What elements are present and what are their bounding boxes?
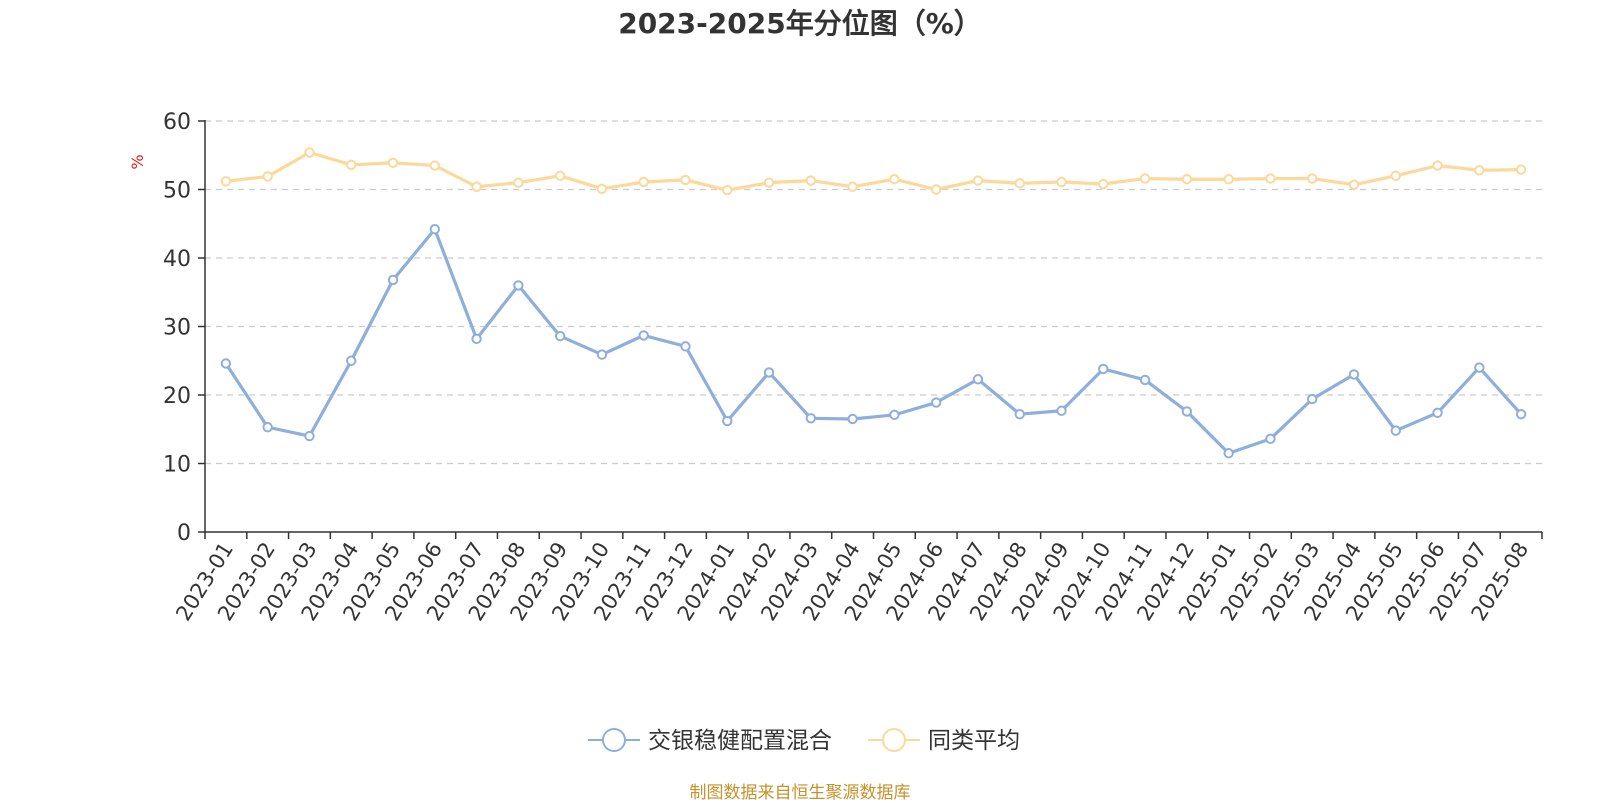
data-point[interactable] [763, 177, 775, 188]
grid-lines [205, 120, 1542, 465]
data-point[interactable] [1223, 174, 1234, 185]
axes [198, 120, 1543, 539]
data-point[interactable] [596, 183, 608, 195]
data-point[interactable] [930, 397, 942, 408]
data-point[interactable] [1014, 408, 1025, 420]
data-point[interactable] [1307, 393, 1318, 405]
data-point[interactable] [1432, 407, 1443, 419]
data-point[interactable] [429, 224, 440, 235]
data-point[interactable] [1014, 178, 1025, 189]
data-point[interactable] [429, 160, 440, 171]
data-point[interactable] [1515, 408, 1527, 420]
y-tick-labels: 0 10 20 30 40 50 60 [163, 110, 191, 546]
data-point[interactable] [471, 333, 482, 345]
data-point[interactable] [1265, 173, 1276, 184]
y-tick-label: 40 [163, 247, 191, 272]
data-point[interactable] [1139, 173, 1151, 184]
data-point[interactable] [387, 274, 399, 286]
data-point[interactable] [972, 374, 984, 385]
data-point[interactable] [1390, 170, 1401, 182]
data-point[interactable] [1474, 165, 1485, 176]
source-note: 制图数据来自恒生聚源数据库 [689, 783, 911, 803]
data-point[interactable] [262, 421, 273, 433]
data-point[interactable] [889, 409, 900, 421]
data-point[interactable] [638, 176, 649, 188]
legend-item-1[interactable]: 交银稳健配置混合 [588, 728, 832, 754]
data-point[interactable] [972, 175, 984, 186]
data-point[interactable] [1139, 374, 1151, 386]
data-point[interactable] [722, 184, 733, 196]
data-point[interactable] [304, 430, 315, 442]
series-lines [220, 147, 1527, 459]
data-point[interactable] [1348, 369, 1360, 380]
data-point[interactable] [220, 358, 232, 369]
data-point[interactable] [513, 177, 524, 188]
data-point[interactable] [1181, 406, 1193, 417]
data-point[interactable] [805, 413, 817, 424]
data-point[interactable] [722, 415, 733, 427]
x-tick-labels: 2023-012023-022023-032023-042023-052023-… [171, 538, 1533, 625]
legend-label: 同类平均 [928, 728, 1020, 754]
data-point[interactable] [1432, 160, 1443, 171]
data-point[interactable] [346, 159, 357, 171]
data-point[interactable] [1265, 433, 1276, 445]
data-point[interactable] [805, 175, 817, 186]
data-point[interactable] [1098, 363, 1109, 375]
data-point[interactable] [471, 181, 482, 192]
data-point[interactable] [346, 355, 357, 366]
y-tick-label: 10 [163, 453, 191, 478]
data-point[interactable] [847, 413, 858, 425]
y-tick-label: 30 [163, 316, 191, 341]
data-point[interactable] [763, 367, 775, 378]
data-point[interactable] [1474, 362, 1485, 373]
data-point[interactable] [220, 176, 232, 187]
data-point[interactable] [1056, 176, 1067, 188]
legend-label: 交银稳健配置混合 [648, 728, 832, 754]
data-point[interactable] [387, 157, 399, 168]
data-point[interactable] [554, 330, 566, 342]
data-point[interactable] [1223, 448, 1234, 459]
legend[interactable]: 交银稳健配置混合 同类平均 [588, 728, 1020, 754]
legend-marker [602, 728, 626, 752]
data-point[interactable] [680, 174, 691, 186]
y-tick-label: 50 [163, 179, 191, 204]
data-point[interactable] [554, 170, 566, 182]
chart-title: 2023-2025年分位图（%） [618, 7, 982, 40]
data-point[interactable] [1307, 173, 1318, 184]
data-point[interactable] [680, 341, 691, 352]
data-point[interactable] [596, 349, 608, 360]
series-line-1 [224, 227, 1523, 455]
data-point[interactable] [847, 181, 858, 192]
data-point[interactable] [513, 280, 524, 291]
y-tick-label: 0 [177, 521, 191, 546]
y-tick-label: 60 [163, 110, 191, 135]
legend-item-2[interactable]: 同类平均 [868, 728, 1020, 754]
data-point[interactable] [1181, 174, 1193, 185]
data-point[interactable] [1390, 425, 1401, 436]
data-point[interactable] [1098, 178, 1109, 190]
series-line-2 [225, 150, 1522, 192]
data-point[interactable] [638, 330, 649, 341]
data-point[interactable] [930, 184, 942, 195]
y-tick-label: 20 [163, 384, 191, 409]
data-point[interactable] [1348, 179, 1360, 190]
legend-marker [882, 728, 906, 752]
data-point[interactable] [262, 171, 273, 182]
y-axis-label: % [128, 154, 147, 169]
data-point[interactable] [1056, 405, 1067, 416]
data-point[interactable] [1515, 164, 1527, 175]
data-point[interactable] [304, 147, 315, 158]
data-point[interactable] [889, 174, 900, 185]
